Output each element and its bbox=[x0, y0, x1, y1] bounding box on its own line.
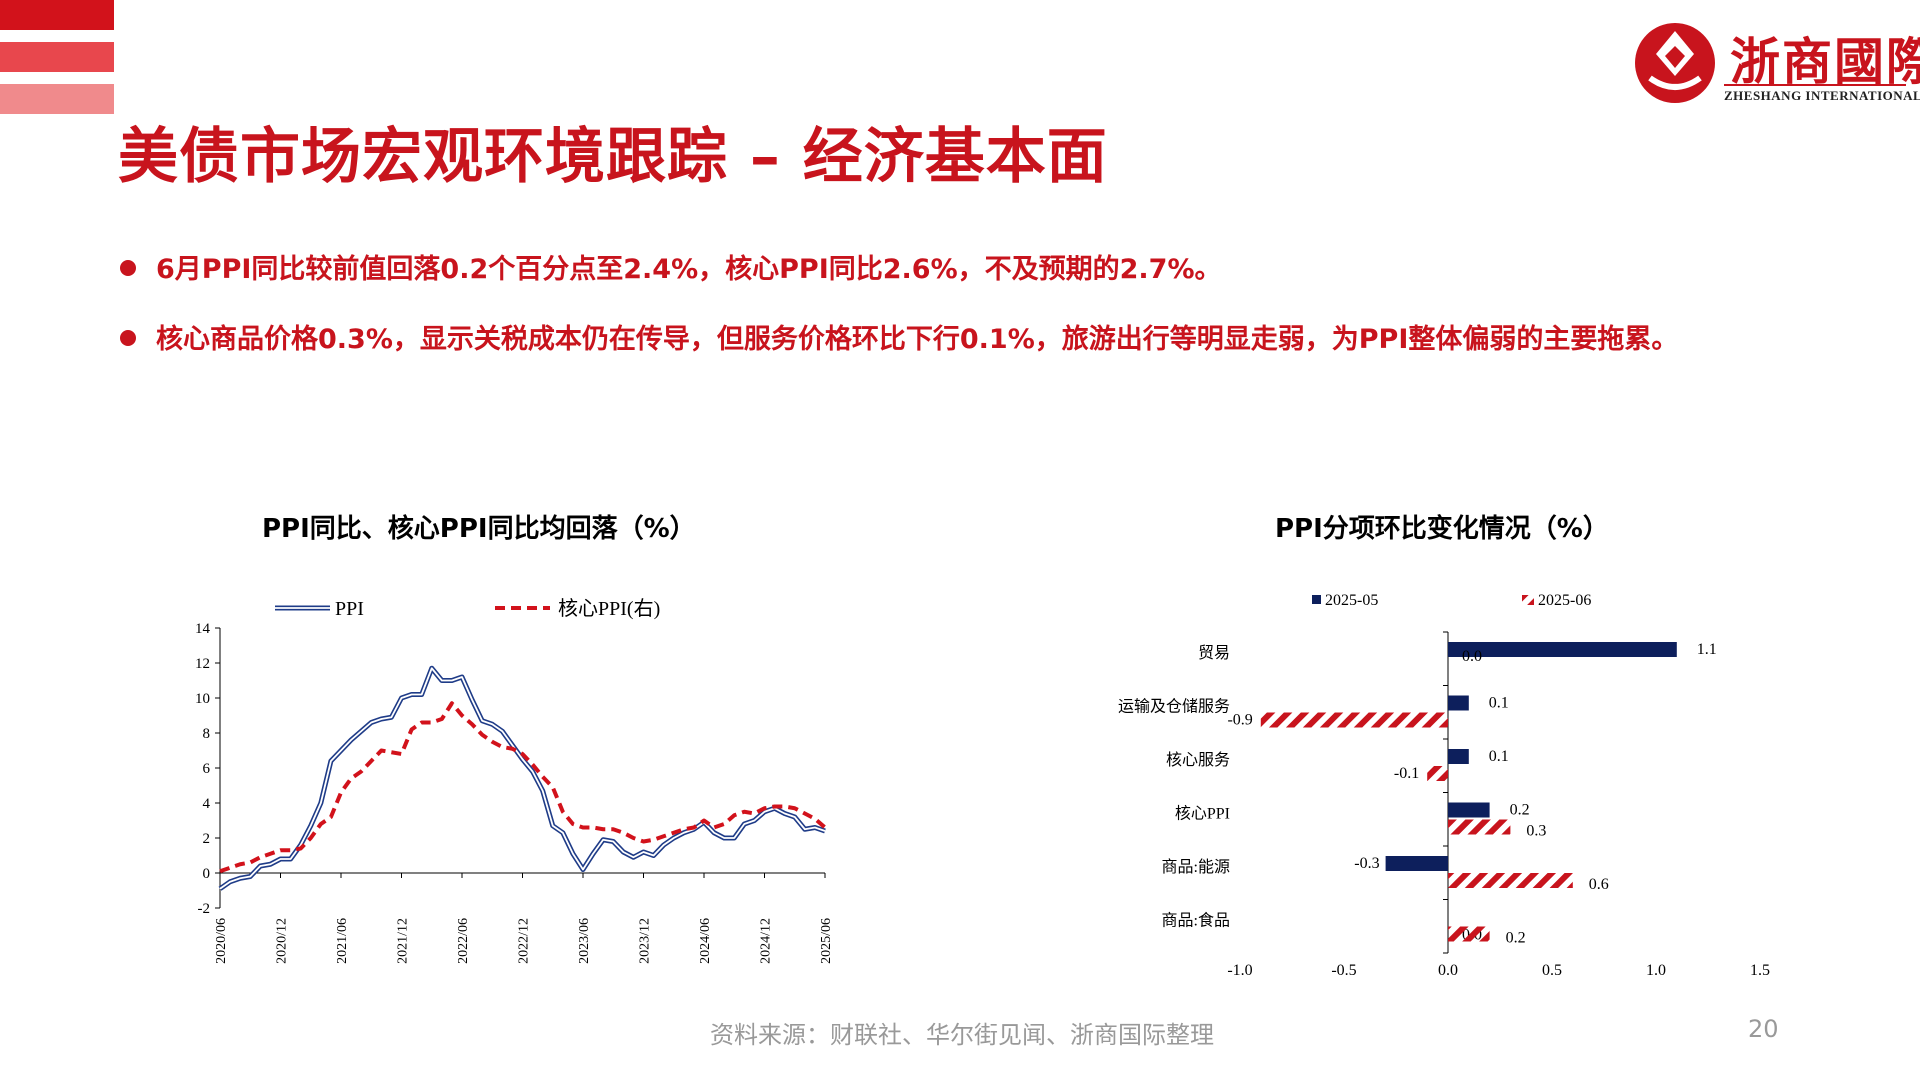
x-tick-label: 2022/12 bbox=[517, 918, 532, 964]
bar-label-2025-05: 0.1 bbox=[1489, 748, 1509, 765]
bar-2025-06 bbox=[1427, 766, 1448, 781]
category-label: 核心服务 bbox=[1166, 751, 1230, 769]
y-tick-label: 6 bbox=[203, 761, 211, 777]
page-number: 20 bbox=[1748, 1015, 1779, 1043]
category-label: 贸易 bbox=[1198, 644, 1230, 662]
ppi-breakdown-bar-chart: -1.0 -0.5 0.0 0.5 1.0 1.5 贸易 1.1 0.0 运输及仓储服务 0.1 -0… bbox=[1118, 592, 1770, 979]
bullet-dot-icon bbox=[120, 330, 136, 346]
y-tick-label: 12 bbox=[195, 656, 210, 672]
logo-name: 浙商國際 bbox=[1730, 32, 1920, 91]
legend-2025-06-swatch bbox=[1522, 595, 1534, 605]
legend-2025-06-label: 2025-06 bbox=[1538, 592, 1591, 609]
page-title: 美债市场宏观环境跟踪 – 经济基本面 bbox=[118, 122, 1108, 192]
bar-2025-05 bbox=[1385, 856, 1448, 871]
decor-bar-bottom bbox=[0, 84, 114, 114]
zheshang-logo-icon bbox=[1635, 23, 1715, 103]
core-ppi-line bbox=[219, 701, 827, 874]
x-tick-label: 1.0 bbox=[1646, 962, 1666, 979]
x-tick-label: -0.5 bbox=[1331, 962, 1356, 979]
bar-label-2025-05: 1.1 bbox=[1697, 641, 1717, 658]
bullet-text-1: 6月PPI同比较前值回落0.2个百分点至2.4%，核心PPI同比2.6%，不及预… bbox=[156, 254, 1222, 285]
x-tick-label: 2023/12 bbox=[638, 918, 653, 964]
bar-2025-05 bbox=[1448, 749, 1469, 764]
x-tick-label: 0.5 bbox=[1542, 962, 1562, 979]
bar-label-2025-06: -0.9 bbox=[1227, 712, 1252, 729]
ppi-line bbox=[219, 667, 826, 890]
y-tick-label: 14 bbox=[195, 621, 211, 637]
legend-core-ppi-label: 核心PPI(右) bbox=[558, 597, 660, 620]
bar-label-2025-06: 0.3 bbox=[1526, 823, 1546, 840]
bar-chart-title: PPI分项环比变化情况（%） bbox=[1275, 514, 1609, 544]
bar-2025-06 bbox=[1448, 873, 1573, 888]
category-label: 商品:能源 bbox=[1162, 858, 1230, 876]
ppi-line-chart: -2 0 2 4 6 8 10 12 14 2020/06 2020/12 2021/06 2021/1… bbox=[195, 597, 834, 964]
bullet-point-2: 核心商品价格0.3%，显示关税成本仍在传导，但服务价格环比下行0.1%，旅游出行… bbox=[120, 315, 1856, 365]
bar-2025-06 bbox=[1448, 926, 1490, 942]
x-tick-label: 2022/06 bbox=[456, 918, 471, 964]
bar-label-2025-06: 0.6 bbox=[1589, 876, 1609, 893]
x-tick-label: 2020/06 bbox=[214, 918, 229, 964]
y-tick-label: 10 bbox=[195, 691, 210, 707]
x-tick-label: -1.0 bbox=[1227, 962, 1252, 979]
y-tick-label: -2 bbox=[198, 901, 211, 917]
ppi-line-outline bbox=[218, 665, 826, 891]
bar-2025-05 bbox=[1448, 802, 1490, 818]
decor-bar-top bbox=[0, 0, 114, 30]
x-tick-label: 2025/06 bbox=[819, 918, 834, 964]
bullet-dot-icon bbox=[120, 260, 136, 276]
bar-label-2025-05: 0.1 bbox=[1489, 695, 1509, 712]
company-logo: 浙商國際 ZHESHANG INTERNATIONAL bbox=[1628, 20, 1920, 110]
bar-label-2025-06: 0.2 bbox=[1506, 930, 1526, 947]
x-tick-label: 2021/06 bbox=[335, 918, 350, 964]
logo-divider bbox=[1724, 84, 1906, 86]
category-label: 运输及仓储服务 bbox=[1118, 698, 1230, 716]
x-tick-label: 2024/12 bbox=[759, 918, 774, 964]
y-tick-label: 2 bbox=[203, 831, 211, 847]
line-chart-title: PPI同比、核心PPI同比均回落（%） bbox=[262, 514, 696, 544]
legend-2025-05-swatch bbox=[1312, 595, 1321, 604]
logo-subtitle: ZHESHANG INTERNATIONAL bbox=[1724, 88, 1920, 103]
category-label: 商品:食品 bbox=[1162, 912, 1230, 930]
source-note: 资料来源：财联社、华尔街见闻、浙商国际整理 bbox=[710, 1021, 1214, 1049]
decor-bar-middle bbox=[0, 42, 114, 72]
x-tick-label: 2020/12 bbox=[275, 918, 290, 964]
x-tick-label: 2021/12 bbox=[396, 918, 411, 964]
bar-label-2025-05: 0.2 bbox=[1510, 802, 1530, 819]
bar-2025-05 bbox=[1448, 695, 1469, 711]
y-tick-label: 4 bbox=[203, 796, 211, 812]
x-tick-label: 1.5 bbox=[1750, 962, 1770, 979]
bar-2025-05 bbox=[1448, 642, 1677, 657]
legend-2025-05-label: 2025-05 bbox=[1325, 592, 1378, 609]
x-tick-label: 0.0 bbox=[1438, 962, 1458, 979]
bar-2025-06 bbox=[1260, 712, 1448, 728]
legend-ppi-label: PPI bbox=[335, 598, 364, 620]
y-tick-label: 0 bbox=[203, 866, 211, 882]
x-tick-label: 2023/06 bbox=[577, 918, 592, 964]
bullet-point-1: 6月PPI同比较前值回落0.2个百分点至2.4%，核心PPI同比2.6%，不及预… bbox=[120, 245, 1856, 295]
bar-label-2025-06: 0.0 bbox=[1462, 648, 1482, 665]
y-tick-label: 8 bbox=[203, 726, 211, 742]
category-label: 核心PPI bbox=[1175, 805, 1230, 823]
bullet-text-2: 核心商品价格0.3%，显示关税成本仍在传导，但服务价格环比下行0.1%，旅游出行… bbox=[156, 324, 1679, 355]
x-tick-label: 2024/06 bbox=[698, 918, 713, 964]
bar-2025-06 bbox=[1448, 819, 1511, 835]
bar-label-2025-06: -0.1 bbox=[1394, 765, 1419, 782]
bar-label-2025-05: -0.3 bbox=[1354, 855, 1379, 872]
